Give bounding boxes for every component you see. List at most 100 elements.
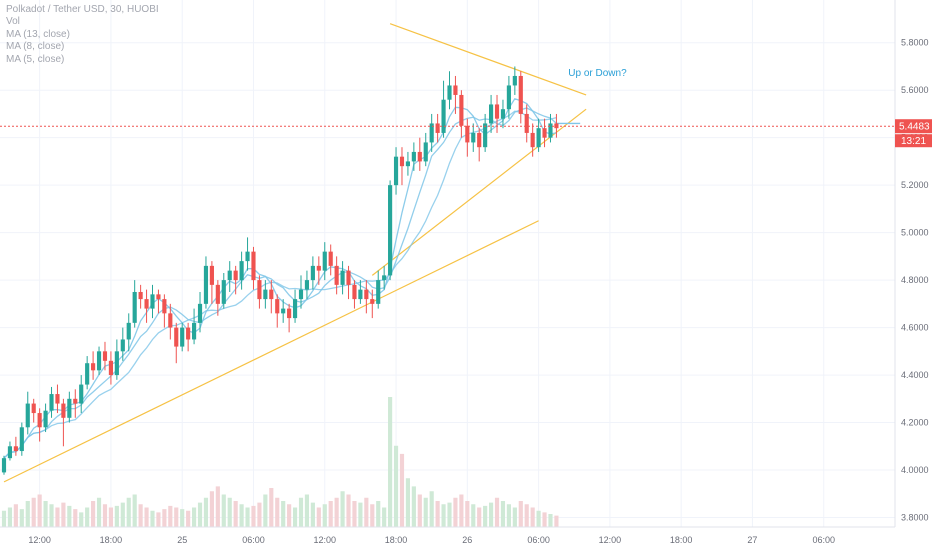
candle-body: [364, 289, 369, 300]
volume-bar: [382, 507, 387, 527]
candle-body: [96, 351, 102, 371]
price-axis[interactable]: 5.80005.60005.40005.20005.00004.80004.60…: [894, 0, 932, 550]
candle-body: [168, 313, 173, 328]
volume-bar: [405, 478, 410, 527]
candle-body: [7, 446, 13, 459]
volume-bar: [257, 502, 262, 527]
time-tick-label: 26: [462, 535, 472, 545]
candle-body: [417, 151, 422, 162]
price-tick-label: 4.6000: [901, 323, 929, 333]
volume-bar: [102, 504, 108, 527]
volume-bar: [233, 501, 238, 527]
volume-bar: [328, 501, 333, 527]
volume-bar: [221, 494, 226, 527]
candle-body: [108, 360, 113, 376]
legend-ma5[interactable]: MA (5, close): [6, 53, 65, 65]
candle-body: [328, 251, 333, 266]
volume-bar: [292, 507, 298, 527]
volume-bars: [1, 397, 559, 527]
price-tick-label: 5.2000: [901, 180, 929, 190]
candle-body: [292, 299, 298, 319]
volume-bar: [37, 494, 42, 527]
volume-bar: [197, 502, 203, 527]
candle-body: [453, 85, 458, 95]
volume-bar: [132, 494, 137, 527]
candle-body: [120, 339, 125, 352]
candle-body: [73, 398, 78, 404]
volume-bar: [399, 453, 405, 527]
volume-bar: [281, 501, 286, 527]
candle-body: [186, 327, 191, 340]
volume-bar: [471, 504, 476, 527]
price-tick-label: 5.6000: [901, 85, 929, 95]
volume-bar: [67, 505, 72, 527]
candle-body: [227, 270, 232, 281]
time-tick-label: 18:00: [100, 535, 123, 545]
candle-body: [465, 125, 470, 143]
volume-bar: [215, 486, 220, 527]
volume-bar: [298, 497, 304, 527]
candle-body: [215, 284, 220, 304]
trendline-1: [3, 220, 539, 483]
volume-bar: [168, 505, 173, 527]
candle-body: [358, 289, 363, 300]
symbol-title[interactable]: Polkadot / Tether USD, 30, HUOBI: [6, 4, 159, 15]
candlesticks: [1, 66, 559, 475]
candle-body: [233, 270, 238, 281]
volume-bar: [245, 507, 250, 527]
candle-body: [102, 351, 108, 361]
candle-body: [500, 109, 506, 119]
price-tick-label: 5.8000: [901, 38, 929, 48]
volume-bar: [340, 491, 345, 527]
volume-bar: [150, 510, 155, 527]
candle-body: [150, 294, 155, 309]
volume-bar: [186, 510, 191, 527]
volume-bar: [162, 509, 167, 527]
candle-body: [180, 327, 185, 347]
trendlines[interactable]: [3, 23, 587, 483]
price-tick-label: 4.8000: [901, 275, 929, 285]
ma-line-13: [3, 110, 557, 459]
volume-bar: [180, 509, 185, 527]
candle-body: [429, 123, 434, 143]
volume-bar: [518, 501, 523, 527]
candle-body: [67, 398, 72, 418]
time-tick-label: 06:00: [812, 535, 835, 545]
time-tick-label: 12:00: [599, 535, 622, 545]
time-axis[interactable]: 12:00 18:00 25 06:00 12:00 18:00 26 06:00 12:00 1…: [0, 526, 895, 545]
volume-bar: [144, 507, 149, 527]
candle-body: [399, 156, 405, 167]
ma-line-8: [3, 107, 557, 459]
volume-bar: [287, 504, 292, 527]
candle-body: [471, 132, 476, 143]
candle-body: [245, 251, 250, 262]
candle-body: [19, 427, 24, 452]
volume-bar: [500, 501, 506, 527]
candle-body: [37, 413, 42, 428]
price-tick-label: 4.2000: [901, 418, 929, 428]
countdown-box: [895, 134, 932, 148]
candle-body: [411, 151, 416, 162]
candle-body: [221, 280, 226, 304]
candle-body: [334, 265, 339, 285]
volume-bar: [203, 497, 209, 527]
legend-vol[interactable]: Vol: [6, 16, 20, 28]
candle-body: [542, 128, 547, 138]
volume-bar: [174, 507, 179, 527]
annotation-text[interactable]: Up or Down?: [568, 68, 627, 79]
legend-ma13[interactable]: MA (13, close): [6, 28, 70, 40]
legend-ma8[interactable]: MA (8, close): [6, 41, 65, 53]
candle-body: [298, 289, 304, 300]
candle-body: [239, 261, 244, 281]
volume-bar: [7, 507, 13, 527]
volume-bar: [43, 501, 48, 527]
volume-bar: [251, 505, 256, 527]
volume-bar: [417, 494, 422, 527]
last-price-label: 5.4483: [899, 122, 930, 133]
volume-bar: [55, 507, 60, 527]
volume-bar: [156, 512, 161, 527]
candle-body: [197, 303, 203, 323]
volume-bar: [269, 488, 274, 527]
candle-body: [144, 299, 149, 309]
